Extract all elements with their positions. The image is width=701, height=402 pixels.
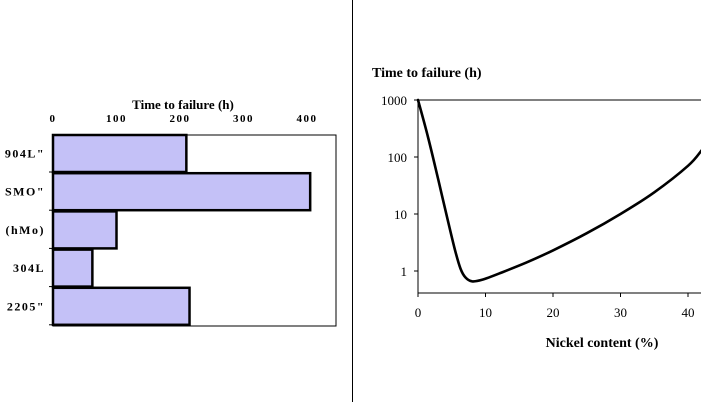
left-x-tick-label: 100	[106, 113, 127, 125]
right-x-tick-labels: 0 10 20 30 40	[415, 293, 695, 320]
bar	[51, 171, 312, 212]
right-x-tick-label: 0	[415, 305, 422, 320]
left-chart-title: Time to failure (h)	[132, 97, 234, 112]
left-x-tick-label: 200	[170, 113, 191, 125]
left-bar-chart: Time to failure (h) 0 100 200 300 400 904L" S…	[5, 97, 337, 327]
category-label: 304L	[13, 261, 45, 275]
series-line	[416, 98, 701, 283]
right-x-axis-title: Nickel content (%)	[546, 336, 659, 351]
right-y-tick-label: 10	[394, 207, 407, 222]
left-bars	[49, 133, 312, 327]
bar	[51, 248, 94, 288]
left-x-tick-label: 400	[297, 113, 318, 125]
left-x-tick-labels: 0 100 200 300 400	[50, 113, 318, 125]
right-chart-title: Time to failure (h)	[372, 66, 482, 81]
right-y-tick-label: 1	[401, 264, 408, 279]
category-label: (hMo)	[6, 223, 46, 237]
left-x-tick-label: 0	[50, 113, 57, 125]
category-label: 2205"	[7, 299, 45, 313]
category-label: SMO"	[5, 185, 45, 199]
right-x-tick-label: 30	[614, 305, 627, 320]
right-x-tick-label: 40	[682, 305, 695, 320]
left-category-labels: 904L" SMO" (hMo) 304L 2205"	[5, 147, 46, 314]
right-x-tick-label: 10	[479, 305, 492, 320]
bar	[51, 286, 191, 327]
right-y-tick-label: 100	[388, 150, 408, 165]
right-x-tick-label: 20	[547, 305, 560, 320]
left-x-tick-label: 300	[233, 113, 254, 125]
right-line-chart: Time to failure (h) 1 10 100 1000 0 10 20 30 40…	[372, 66, 701, 351]
bar	[51, 210, 118, 250]
right-y-tick-label: 1000	[381, 93, 407, 108]
left-plot-frame	[52, 134, 337, 327]
bar	[51, 133, 188, 174]
right-y-tick-labels: 1 10 100 1000	[381, 93, 418, 279]
category-label: 904L"	[5, 147, 45, 161]
